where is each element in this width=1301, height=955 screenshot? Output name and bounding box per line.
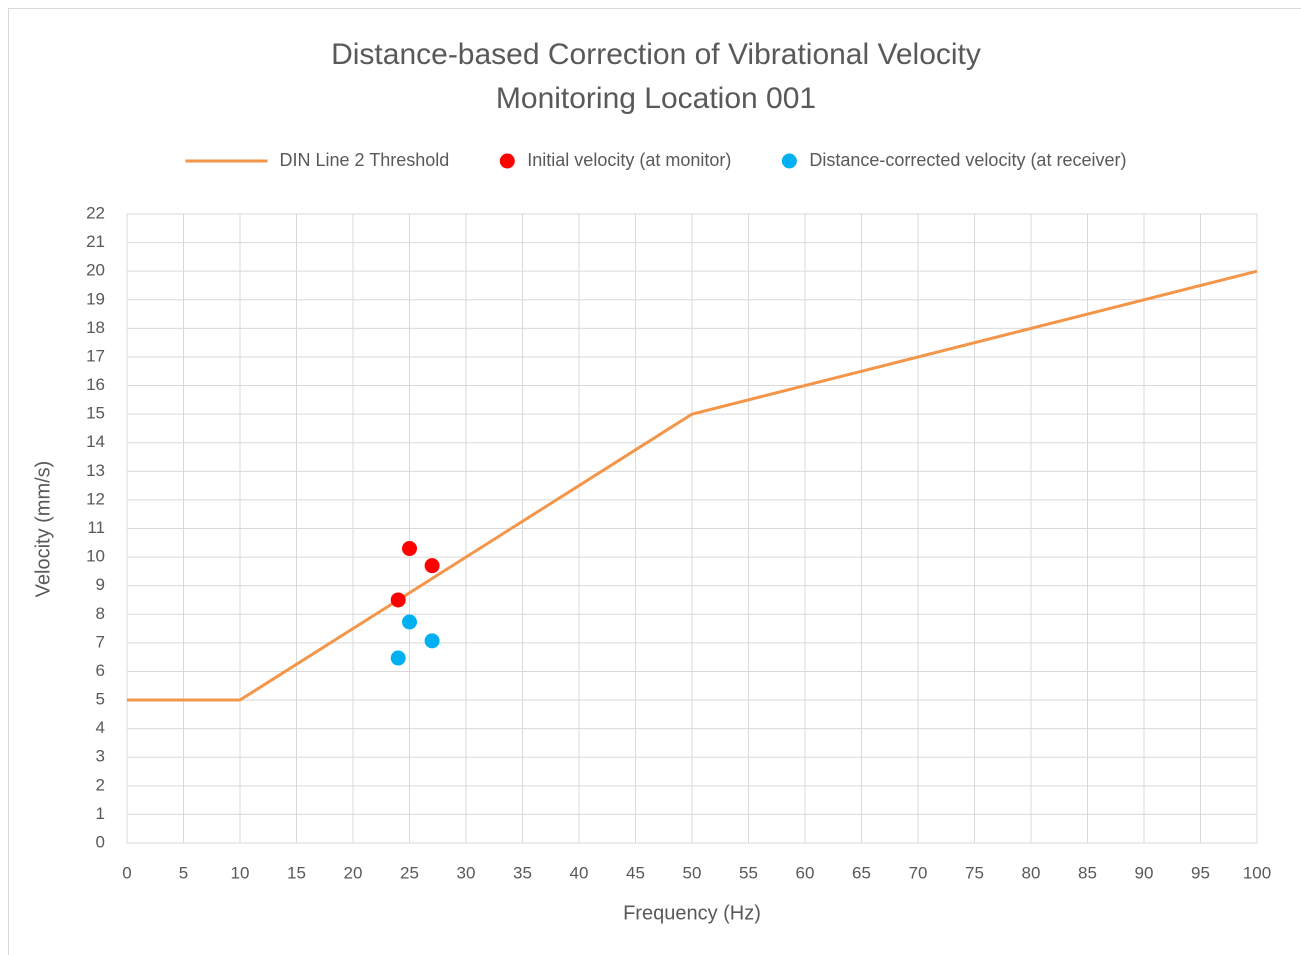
data-point [424,558,440,574]
x-tick-label: 60 [796,863,815,882]
threshold-line [127,269,1258,702]
y-tick-label: 18 [86,318,105,337]
y-tick-label: 19 [86,289,105,308]
x-tick-label: 45 [626,863,645,882]
x-tick-label: 20 [344,863,363,882]
y-tick-label: 6 [96,661,105,680]
y-tick-label: 16 [86,375,105,394]
data-point [402,541,417,557]
y-tick-label: 0 [96,832,105,851]
y-tick-label: 1 [96,804,105,823]
x-tick-label: 0 [122,863,131,882]
x-tick-label: 70 [909,863,928,882]
x-tick-label: 65 [852,863,871,882]
x-tick-label: 50 [683,863,702,882]
x-tick-label: 100 [1243,863,1271,882]
x-axis-label: Frequency (Hz) [623,902,761,924]
chart-border [8,8,1301,955]
y-axis-label: Velocity (mm/s) [32,461,54,598]
y-tick-label: 7 [96,632,105,651]
y-tick-label: 21 [86,232,105,251]
y-tick-label: 9 [96,575,105,594]
y-tick-label: 15 [86,404,105,423]
x-tick-label: 95 [1191,863,1210,882]
y-tick-label: 8 [96,604,105,623]
x-tick-label: 90 [1135,863,1154,882]
y-tick-label: 10 [86,547,105,566]
x-tick-label: 35 [513,863,532,882]
data-point [390,592,406,608]
y-tick-label: 14 [86,432,105,451]
legend-swatch [499,153,515,169]
data-point [424,633,440,649]
chart-title: Distance-based Correction of Vibrational… [331,38,981,71]
y-tick-label: 11 [87,518,105,537]
data-point [402,614,417,630]
x-tick-label: 40 [570,863,589,882]
x-tick-label: 85 [1078,863,1097,882]
legend-swatch [781,153,797,169]
x-tick-label: 55 [739,863,758,882]
legend-label: DIN Line 2 Threshold [280,150,450,170]
y-tick-label: 13 [86,461,105,480]
x-tick-label: 25 [400,863,419,882]
y-tick-label: 22 [86,203,105,222]
x-tick-label: 30 [457,863,476,882]
y-tick-label: 20 [86,261,105,280]
x-tick-label: 15 [287,863,306,882]
legend-label: Initial velocity (at monitor) [527,150,731,170]
x-tick-label: 5 [179,863,188,882]
y-tick-label: 5 [96,690,105,709]
y-tick-label: 17 [86,346,105,365]
x-tick-label: 75 [965,863,984,882]
y-tick-label: 4 [96,718,105,737]
chart-subtitle: Monitoring Location 001 [496,82,816,115]
y-tick-label: 2 [96,775,105,794]
data-point [390,650,406,666]
y-tick-label: 3 [96,747,105,766]
y-tick-label: 12 [86,489,105,508]
x-tick-label: 10 [231,863,250,882]
x-tick-label: 80 [1022,863,1041,882]
legend-label: Distance-corrected velocity (at receiver… [809,150,1126,170]
